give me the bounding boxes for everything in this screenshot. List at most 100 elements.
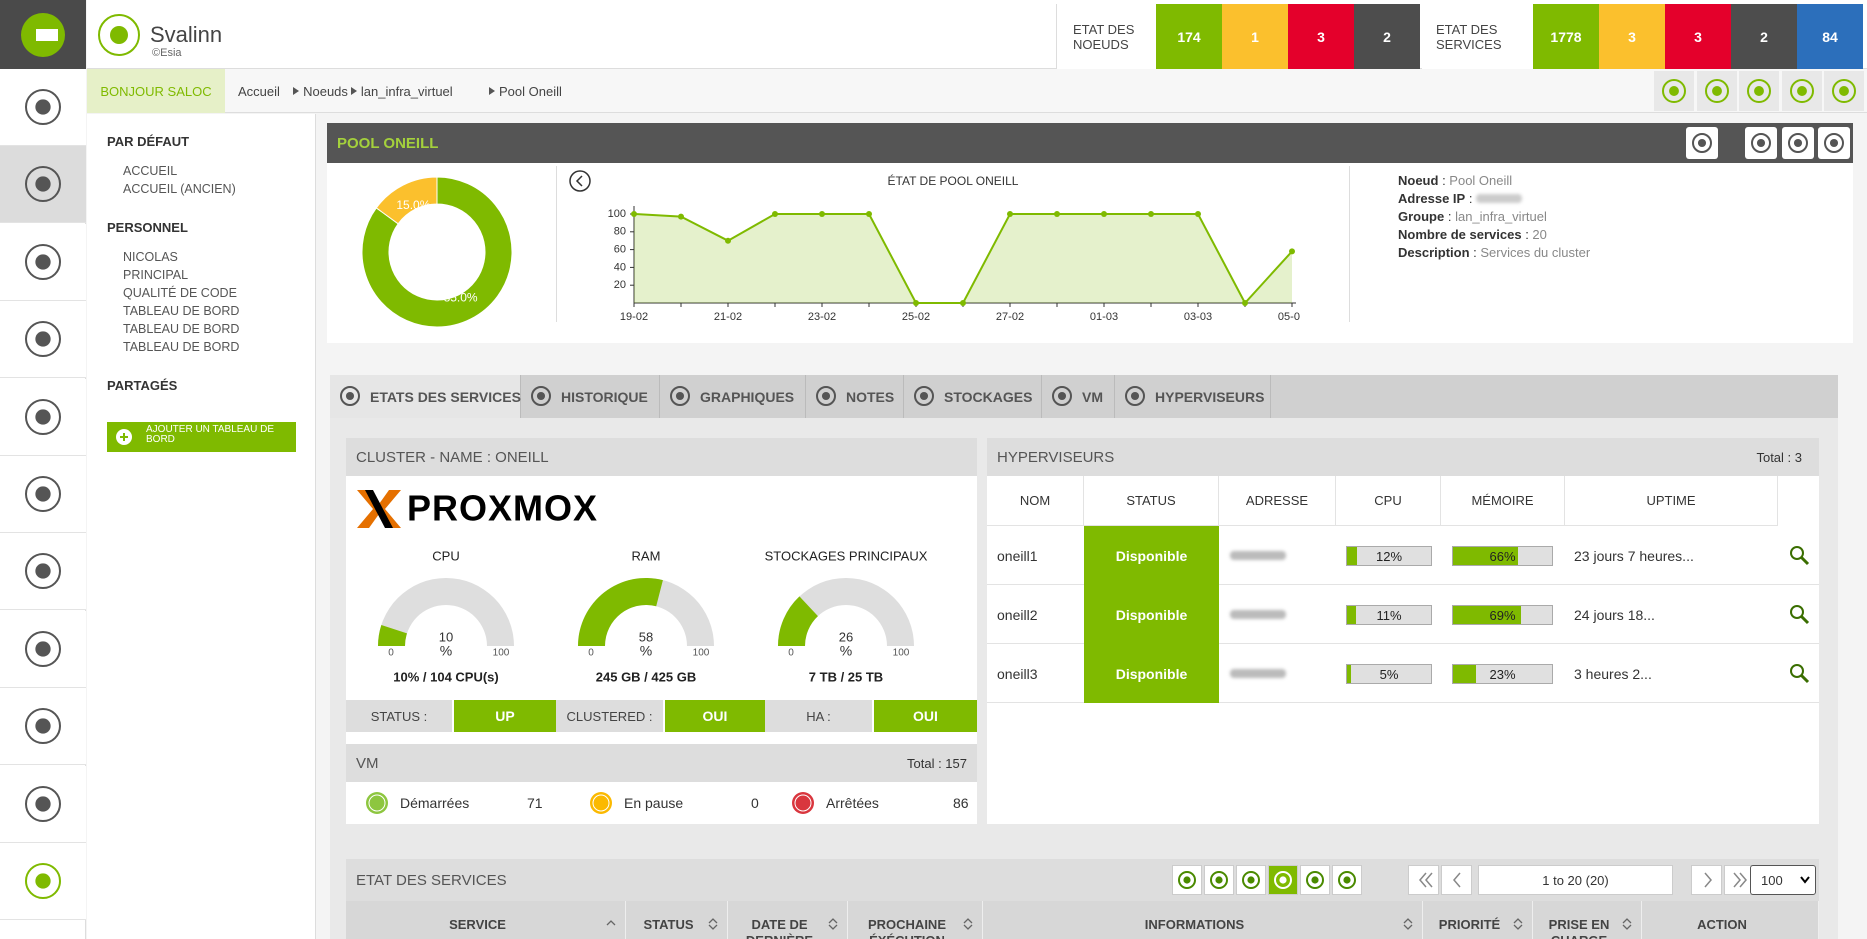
icon[interactable]: [669, 385, 691, 407]
icon[interactable]: [24, 398, 62, 436]
menu-item[interactable]: ACCUEIL: [123, 164, 178, 178]
back-button[interactable]: [568, 169, 592, 193]
column-header[interactable]: PRIORITÉ: [1423, 901, 1533, 939]
icon[interactable]: [339, 385, 361, 407]
menu-item[interactable]: TABLEAU DE BORD: [123, 322, 240, 336]
tab-label[interactable]: STOCKAGES: [944, 388, 1033, 405]
icon[interactable]: [1209, 870, 1229, 890]
icon[interactable]: [1051, 385, 1073, 407]
pager-button[interactable]: [1691, 865, 1722, 895]
icon[interactable]: [24, 165, 62, 203]
node-count[interactable]: 1: [1222, 4, 1288, 69]
tab-label[interactable]: HYPERVISEURS: [1155, 388, 1265, 405]
tab[interactable]: [1042, 375, 1115, 418]
icon[interactable]: [1787, 132, 1809, 154]
column-header[interactable]: SERVICE: [346, 901, 626, 939]
icon[interactable]: [24, 475, 62, 513]
menu-item[interactable]: TABLEAU DE BORD: [123, 304, 240, 318]
icon[interactable]: [1241, 870, 1261, 890]
service-count[interactable]: 1778: [1533, 4, 1599, 69]
icon[interactable]: [1831, 78, 1857, 104]
breadcrumb-item[interactable]: lan_infra_virtuel: [360, 83, 453, 99]
hypervisor-name[interactable]: oneill2: [997, 606, 1038, 623]
icon[interactable]: [24, 88, 62, 126]
icon-shape: [1692, 133, 1712, 153]
breadcrumb-item[interactable]: Pool Oneill: [499, 83, 562, 99]
hypervisor-name[interactable]: oneill1: [997, 547, 1038, 564]
icon[interactable]: [1823, 132, 1845, 154]
gauge-title: RAM: [632, 548, 661, 563]
icon[interactable]: [24, 320, 62, 358]
icon[interactable]: [24, 243, 62, 281]
menu-item[interactable]: PRINCIPAL: [123, 268, 189, 282]
service-count[interactable]: 3: [1599, 4, 1665, 69]
breadcrumb-item[interactable]: Noeuds: [303, 83, 348, 99]
node-count[interactable]: 3: [1288, 4, 1354, 69]
search-icon[interactable]: [1788, 603, 1810, 625]
column-header[interactable]: STATUS: [626, 901, 728, 939]
icon[interactable]: [1337, 870, 1357, 890]
progress-track: [1346, 546, 1432, 566]
menu-item[interactable]: NICOLAS: [123, 250, 178, 264]
icon[interactable]: [1704, 78, 1730, 104]
icon[interactable]: [1305, 870, 1325, 890]
tab[interactable]: [330, 375, 521, 418]
icon-shape: [35, 718, 51, 734]
column-header[interactable]: DATE DE DERNIÈRE: [728, 901, 848, 939]
icon[interactable]: [530, 385, 552, 407]
column-header[interactable]: PRISE EN CHARGE: [1533, 901, 1642, 939]
icon[interactable]: [1273, 870, 1293, 890]
icon[interactable]: [1746, 78, 1772, 104]
page-size[interactable]: 100: [1750, 865, 1816, 895]
progress-label: 23%: [1489, 666, 1516, 682]
search-icon[interactable]: [1788, 544, 1810, 566]
icon[interactable]: [97, 13, 141, 57]
node-count[interactable]: 2: [1354, 4, 1420, 69]
tab-label[interactable]: NOTES: [846, 388, 895, 405]
column-header[interactable]: PROCHAINE ÉXÉCUTION: [848, 901, 983, 939]
tab-label[interactable]: VM: [1082, 388, 1103, 405]
menu-item[interactable]: TABLEAU DE BORD: [123, 340, 240, 354]
x-tick-label: 21-02: [714, 311, 742, 323]
icon[interactable]: [913, 385, 935, 407]
column-header[interactable]: INFORMATIONS: [983, 901, 1423, 939]
node-count[interactable]: 174: [1156, 4, 1222, 69]
hypervisor-name[interactable]: oneill3: [997, 665, 1038, 682]
icon[interactable]: [24, 552, 62, 590]
search-shape: [1790, 605, 1804, 619]
add-dashboard-button[interactable]: [107, 422, 296, 452]
icon[interactable]: [1691, 132, 1713, 154]
service-count[interactable]: 84: [1797, 4, 1863, 69]
icon[interactable]: [815, 385, 837, 407]
icon[interactable]: [1750, 132, 1772, 154]
pager-arrow: [1453, 872, 1461, 888]
pager-button[interactable]: [1408, 865, 1439, 895]
pager-button[interactable]: [1441, 865, 1472, 895]
tab[interactable]: [660, 375, 806, 418]
point: [819, 211, 825, 217]
column-header[interactable]: ACTION: [1642, 901, 1819, 939]
menu-item[interactable]: QUALITÉ DE CODE: [123, 286, 237, 300]
icon[interactable]: [1789, 78, 1815, 104]
icon[interactable]: [24, 707, 62, 745]
service-count[interactable]: 2: [1731, 4, 1797, 69]
tab-label[interactable]: HISTORIQUE: [561, 388, 648, 405]
icon-shape: [1829, 138, 1839, 148]
icon[interactable]: [1124, 385, 1146, 407]
icon[interactable]: [24, 862, 62, 900]
progress-track: [1452, 664, 1553, 684]
tab-label[interactable]: ETATS DES SERVICES: [370, 388, 521, 405]
gauge-value-label: 10: [439, 629, 453, 644]
icon[interactable]: [24, 630, 62, 668]
search-icon[interactable]: [1788, 662, 1810, 684]
tab-label[interactable]: GRAPHIQUES: [700, 388, 795, 405]
icon[interactable]: [1177, 870, 1197, 890]
search-shape: [1799, 555, 1810, 566]
icon-shape: [1178, 871, 1196, 889]
tab[interactable]: [1115, 375, 1271, 418]
menu-item[interactable]: ACCUEIL (ANCIEN): [123, 182, 236, 196]
icon[interactable]: [1661, 78, 1687, 104]
service-count[interactable]: 3: [1665, 4, 1731, 69]
icon[interactable]: [24, 785, 62, 823]
breadcrumb-item[interactable]: Accueil: [238, 83, 280, 99]
